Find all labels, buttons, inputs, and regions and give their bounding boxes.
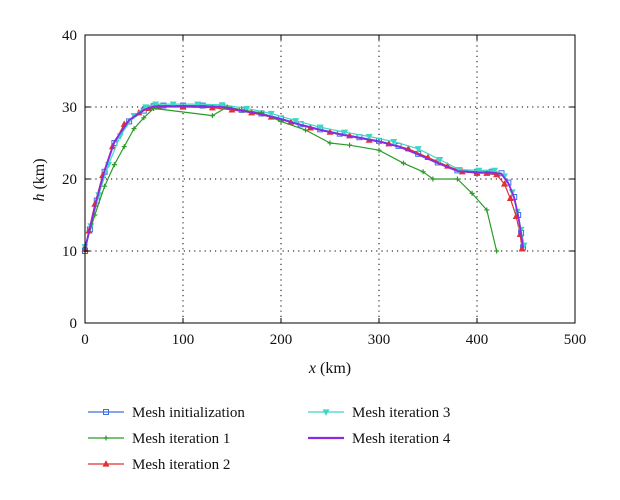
series-group [81, 101, 528, 254]
data-point [500, 180, 508, 187]
data-point [454, 176, 460, 182]
legend-marker [102, 460, 110, 467]
data-point [475, 167, 483, 175]
data-point [430, 176, 436, 182]
legend-label: Mesh iteration 2 [132, 457, 230, 473]
data-point [111, 162, 117, 168]
data-point [518, 244, 526, 252]
tick-marks [84, 34, 576, 324]
data-point [292, 118, 300, 125]
data-point [131, 126, 137, 132]
data-point [209, 113, 215, 119]
y-tick-label: 0 [70, 316, 78, 332]
data-point [243, 105, 251, 113]
data-point [327, 140, 333, 146]
legend-marker [322, 409, 330, 416]
series-line [84, 105, 524, 250]
legend-item: Mesh initialization [88, 405, 245, 421]
data-point [494, 248, 500, 254]
data-point [142, 104, 150, 111]
x-tick-label: 400 [466, 332, 489, 348]
data-point [484, 207, 490, 213]
legend-item: Mesh iteration 3 [308, 405, 450, 421]
data-point [316, 124, 324, 132]
x-axis-label: x (km) [308, 360, 351, 377]
x-tick-label: 100 [172, 332, 195, 348]
data-point [401, 160, 406, 166]
data-point [341, 129, 349, 137]
x-tick-label: 500 [564, 332, 587, 348]
data-point [414, 146, 422, 153]
series-5 [84, 105, 524, 250]
legend-item: Mesh iteration 1 [88, 431, 230, 447]
data-point [303, 127, 308, 133]
y-tick-label: 40 [62, 28, 77, 44]
y-axis-label: h (km) [31, 158, 48, 201]
data-point [491, 167, 499, 175]
legend-marker [103, 409, 109, 415]
tick-labels: 0 100 200 300 400 500 0 10 20 30 40 [62, 28, 586, 348]
data-point [126, 118, 133, 125]
data-point [506, 194, 514, 202]
data-point [455, 167, 463, 174]
data-point [121, 144, 127, 150]
x-tick-label: 300 [368, 332, 391, 348]
data-point [218, 102, 226, 109]
data-point [267, 110, 275, 118]
data-point [194, 101, 202, 108]
legend-label: Mesh initialization [132, 405, 245, 421]
y-tick-label: 10 [62, 244, 77, 260]
legend-label: Mesh iteration 3 [352, 405, 450, 421]
legend: Mesh initialization Mesh iteration 1 Mesh … [88, 405, 451, 473]
y-tick-label: 20 [62, 172, 77, 188]
data-point [365, 133, 373, 141]
legend-label: Mesh iteration 4 [352, 431, 451, 447]
legend-label: Mesh iteration 1 [132, 431, 230, 447]
x-tick-label: 200 [270, 332, 293, 348]
data-point [141, 115, 147, 121]
data-point [376, 147, 382, 153]
y-tick-label: 30 [62, 100, 77, 116]
data-point [469, 190, 475, 196]
legend-item: Mesh iteration 2 [88, 457, 230, 473]
legend-item: Mesh iteration 4 [308, 431, 451, 447]
legend-marker [103, 435, 109, 441]
grid-lines [85, 35, 575, 323]
data-point [169, 101, 177, 108]
data-point [420, 169, 426, 175]
data-point [390, 138, 398, 146]
data-point [102, 183, 108, 189]
data-point [347, 142, 353, 148]
data-point [152, 101, 160, 108]
x-tick-label: 0 [81, 332, 89, 348]
data-point [436, 156, 444, 164]
